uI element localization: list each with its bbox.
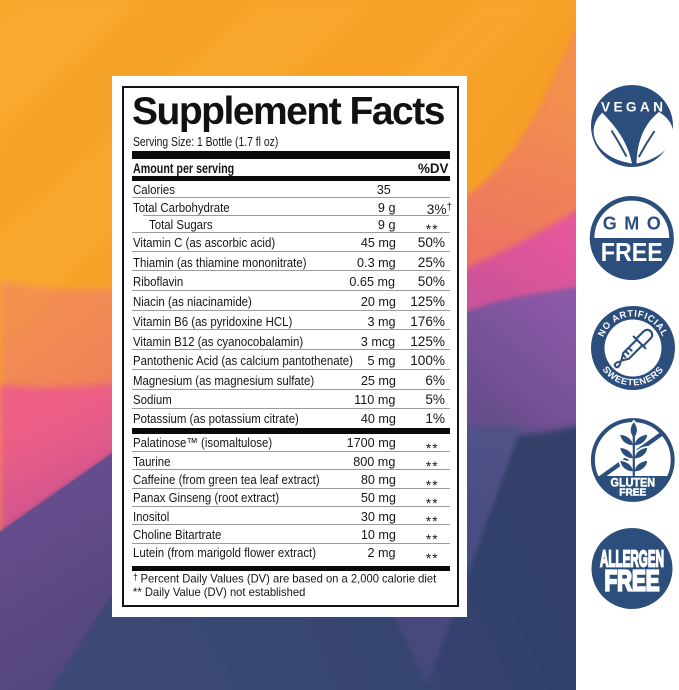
svg-text:VEGAN: VEGAN bbox=[601, 99, 663, 114]
svg-text:FREE: FREE bbox=[619, 488, 646, 499]
svg-text:FREE: FREE bbox=[601, 239, 663, 267]
svg-text:GMO: GMO bbox=[603, 214, 661, 234]
svg-text:GLUTEN: GLUTEN bbox=[611, 478, 656, 490]
svg-text:ALLERGEN: ALLERGEN bbox=[600, 546, 664, 572]
svg-text:FREE: FREE bbox=[605, 566, 660, 598]
